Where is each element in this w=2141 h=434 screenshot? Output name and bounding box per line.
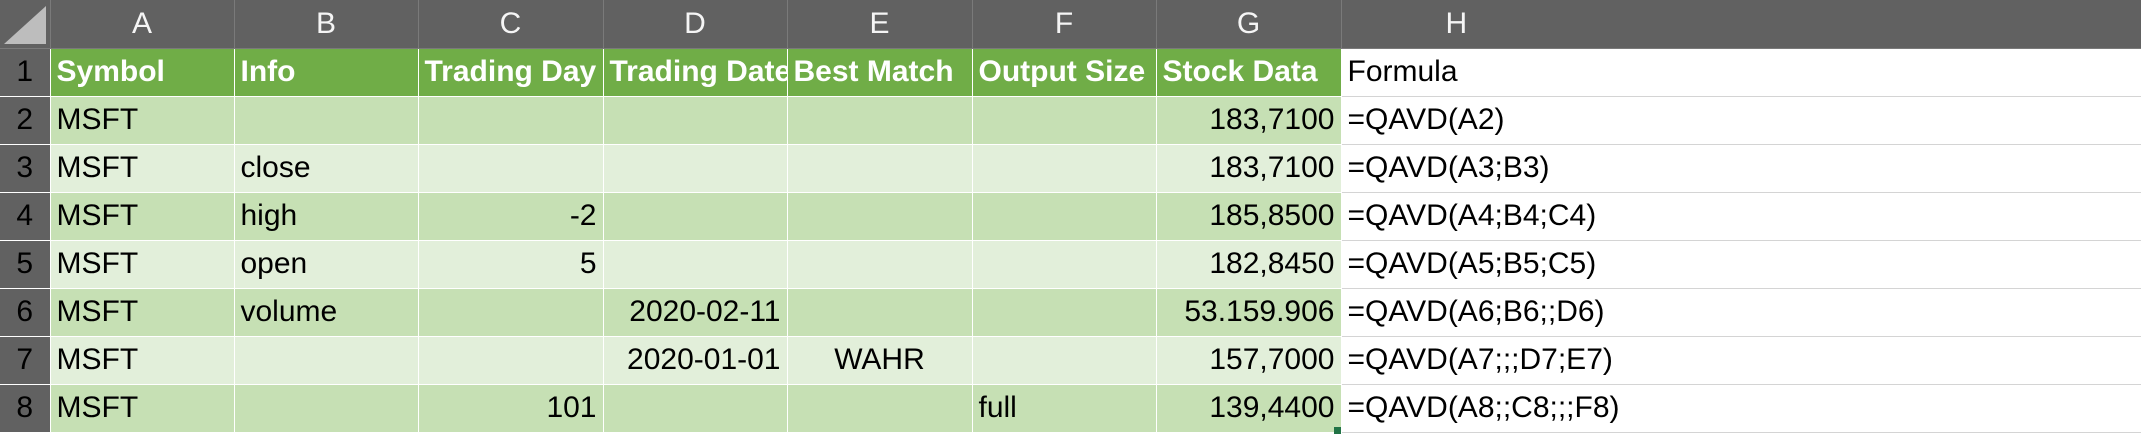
cell-best-match[interactable] — [787, 240, 973, 289]
cell-output-size[interactable] — [972, 144, 1157, 193]
row-header-7[interactable]: 7 — [0, 336, 51, 385]
table-row: 8 MSFT 101 full 139,4400 =QAVD(A8;;C8;;;… — [0, 384, 2141, 433]
cell-info[interactable]: volume — [234, 288, 419, 337]
table-row: 4 MSFT high -2 185,8500 =QAVD(A4;B4;C4) — [0, 192, 2141, 241]
row-header-3[interactable]: 3 — [0, 144, 51, 193]
cell-trading-date[interactable] — [603, 96, 788, 145]
cell-formula[interactable]: =QAVD(A8;;C8;;;F8) — [1341, 384, 2141, 433]
cell-trading-day[interactable] — [418, 144, 604, 193]
header-cell-formula[interactable]: Formula — [1341, 48, 2141, 97]
cell-stock-data[interactable]: 182,8450 — [1156, 240, 1342, 289]
cell-info[interactable] — [234, 96, 419, 145]
table-row: 6 MSFT volume 2020-02-11 53.159.906 =QAV… — [0, 288, 2141, 337]
cell-trading-day[interactable] — [418, 336, 604, 385]
cell-info[interactable] — [234, 336, 419, 385]
table-row: 7 MSFT 2020-01-01 WAHR 157,7000 =QAVD(A7… — [0, 336, 2141, 385]
row-header-4[interactable]: 4 — [0, 192, 51, 241]
cell-symbol[interactable]: MSFT — [50, 192, 235, 241]
header-cell-info[interactable]: Info — [234, 48, 419, 97]
row-header-2[interactable]: 2 — [0, 96, 51, 145]
cell-formula[interactable]: =QAVD(A5;B5;C5) — [1341, 240, 2141, 289]
cell-trading-date[interactable] — [603, 384, 788, 433]
column-header-b[interactable]: B — [234, 0, 419, 49]
column-header-f[interactable]: F — [972, 0, 1157, 49]
column-header-e[interactable]: E — [787, 0, 973, 49]
cell-trading-date[interactable]: 2020-02-11 — [603, 288, 788, 337]
cell-symbol[interactable]: MSFT — [50, 96, 235, 145]
table-row: 3 MSFT close 183,7100 =QAVD(A3;B3) — [0, 144, 2141, 193]
cell-formula[interactable]: =QAVD(A4;B4;C4) — [1341, 192, 2141, 241]
cell-stock-data[interactable]: 183,7100 — [1156, 96, 1342, 145]
header-cell-stock-data[interactable]: Stock Data — [1156, 48, 1342, 97]
column-header-row: A B C D E F G H — [0, 0, 2141, 49]
cell-best-match[interactable] — [787, 192, 973, 241]
header-cell-symbol[interactable]: Symbol — [50, 48, 235, 97]
cell-formula[interactable]: =QAVD(A6;B6;;D6) — [1341, 288, 2141, 337]
cell-trading-day[interactable]: 5 — [418, 240, 604, 289]
header-cell-trading-date[interactable]: Trading Date — [603, 48, 788, 97]
cell-info[interactable]: high — [234, 192, 419, 241]
cell-symbol[interactable]: MSFT — [50, 336, 235, 385]
cell-output-size[interactable] — [972, 288, 1157, 337]
cell-trading-day[interactable]: 101 — [418, 384, 604, 433]
cell-trading-date[interactable] — [603, 192, 788, 241]
header-cell-best-match[interactable]: Best Match — [787, 48, 973, 97]
cell-trading-day[interactable]: -2 — [418, 192, 604, 241]
cell-trading-date[interactable] — [603, 240, 788, 289]
cell-formula[interactable]: =QAVD(A2) — [1341, 96, 2141, 145]
select-all-button[interactable] — [0, 0, 51, 49]
column-header-a[interactable]: A — [50, 0, 235, 49]
column-header-h[interactable]: H — [1341, 0, 2141, 49]
row-header-5[interactable]: 5 — [0, 240, 51, 289]
cell-formula[interactable]: =QAVD(A3;B3) — [1341, 144, 2141, 193]
cell-best-match[interactable]: WAHR — [787, 336, 973, 385]
cell-stock-data[interactable]: 53.159.906 — [1156, 288, 1342, 337]
cell-best-match[interactable] — [787, 288, 973, 337]
cell-symbol[interactable]: MSFT — [50, 144, 235, 193]
cell-symbol[interactable]: MSFT — [50, 240, 235, 289]
column-header-g[interactable]: G — [1156, 0, 1342, 49]
cell-output-size[interactable] — [972, 240, 1157, 289]
cell-trading-date[interactable]: 2020-01-01 — [603, 336, 788, 385]
cell-stock-data[interactable]: 183,7100 — [1156, 144, 1342, 193]
cell-output-size[interactable]: full — [972, 384, 1157, 433]
row-header-1[interactable]: 1 — [0, 48, 51, 97]
cell-info[interactable]: open — [234, 240, 419, 289]
table-row: 5 MSFT open 5 182,8450 =QAVD(A5;B5;C5) — [0, 240, 2141, 289]
cell-stock-data[interactable]: 139,4400 — [1156, 384, 1342, 433]
table-header-row: 1 Symbol Info Trading Day Trading Date B… — [0, 48, 2141, 97]
select-all-triangle-icon — [3, 5, 46, 44]
cell-info[interactable]: close — [234, 144, 419, 193]
cell-info[interactable] — [234, 384, 419, 433]
fill-handle[interactable] — [1334, 427, 1341, 434]
cell-stock-data[interactable]: 185,8500 — [1156, 192, 1342, 241]
cell-best-match[interactable] — [787, 384, 973, 433]
cell-output-size[interactable] — [972, 192, 1157, 241]
cell-symbol[interactable]: MSFT — [50, 288, 235, 337]
cell-stock-data[interactable]: 157,7000 — [1156, 336, 1342, 385]
cell-trading-date[interactable] — [603, 144, 788, 193]
column-header-c[interactable]: C — [418, 0, 604, 49]
column-header-d[interactable]: D — [603, 0, 788, 49]
cell-best-match[interactable] — [787, 144, 973, 193]
cell-best-match[interactable] — [787, 96, 973, 145]
header-cell-output-size[interactable]: Output Size — [972, 48, 1157, 97]
cell-symbol[interactable]: MSFT — [50, 384, 235, 433]
cell-formula[interactable]: =QAVD(A7;;;D7;E7) — [1341, 336, 2141, 385]
row-header-6[interactable]: 6 — [0, 288, 51, 337]
cell-output-size[interactable] — [972, 336, 1157, 385]
cell-trading-day[interactable] — [418, 288, 604, 337]
header-cell-trading-day[interactable]: Trading Day — [418, 48, 604, 97]
cell-output-size[interactable] — [972, 96, 1157, 145]
cell-trading-day[interactable] — [418, 96, 604, 145]
row-header-8[interactable]: 8 — [0, 384, 51, 433]
table-row: 2 MSFT 183,7100 =QAVD(A2) — [0, 96, 2141, 145]
